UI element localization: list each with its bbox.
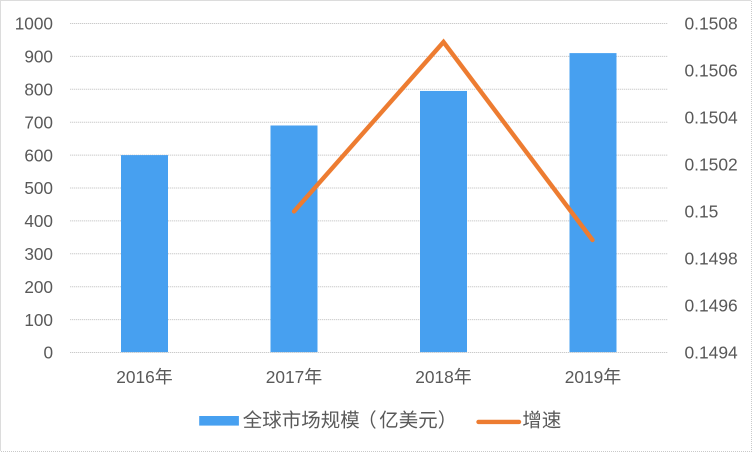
svg-text:700: 700: [24, 112, 53, 132]
svg-text:0.1506: 0.1506: [685, 61, 738, 81]
svg-text:2017: 2017: [266, 367, 304, 387]
svg-text:300: 300: [24, 244, 53, 264]
svg-text:0.1502: 0.1502: [685, 155, 738, 175]
svg-text:2016: 2016: [116, 367, 154, 387]
svg-text:0.1496: 0.1496: [685, 296, 738, 316]
svg-text:0.1498: 0.1498: [685, 249, 738, 269]
svg-text:0: 0: [43, 343, 53, 363]
svg-text:500: 500: [24, 178, 53, 198]
svg-text:1000: 1000: [15, 14, 53, 34]
svg-text:900: 900: [24, 47, 53, 67]
svg-text:2019: 2019: [565, 367, 603, 387]
svg-text:800: 800: [24, 80, 53, 100]
svg-text:100: 100: [24, 310, 53, 330]
svg-text:0.1504: 0.1504: [685, 108, 739, 128]
svg-text:200: 200: [24, 277, 53, 297]
svg-text:2018: 2018: [415, 367, 453, 387]
svg-text:0.1508: 0.1508: [685, 14, 738, 34]
svg-text:0.15: 0.15: [685, 202, 719, 222]
svg-text:0.1494: 0.1494: [685, 343, 739, 363]
svg-text:400: 400: [24, 211, 53, 231]
svg-text:600: 600: [24, 145, 53, 165]
